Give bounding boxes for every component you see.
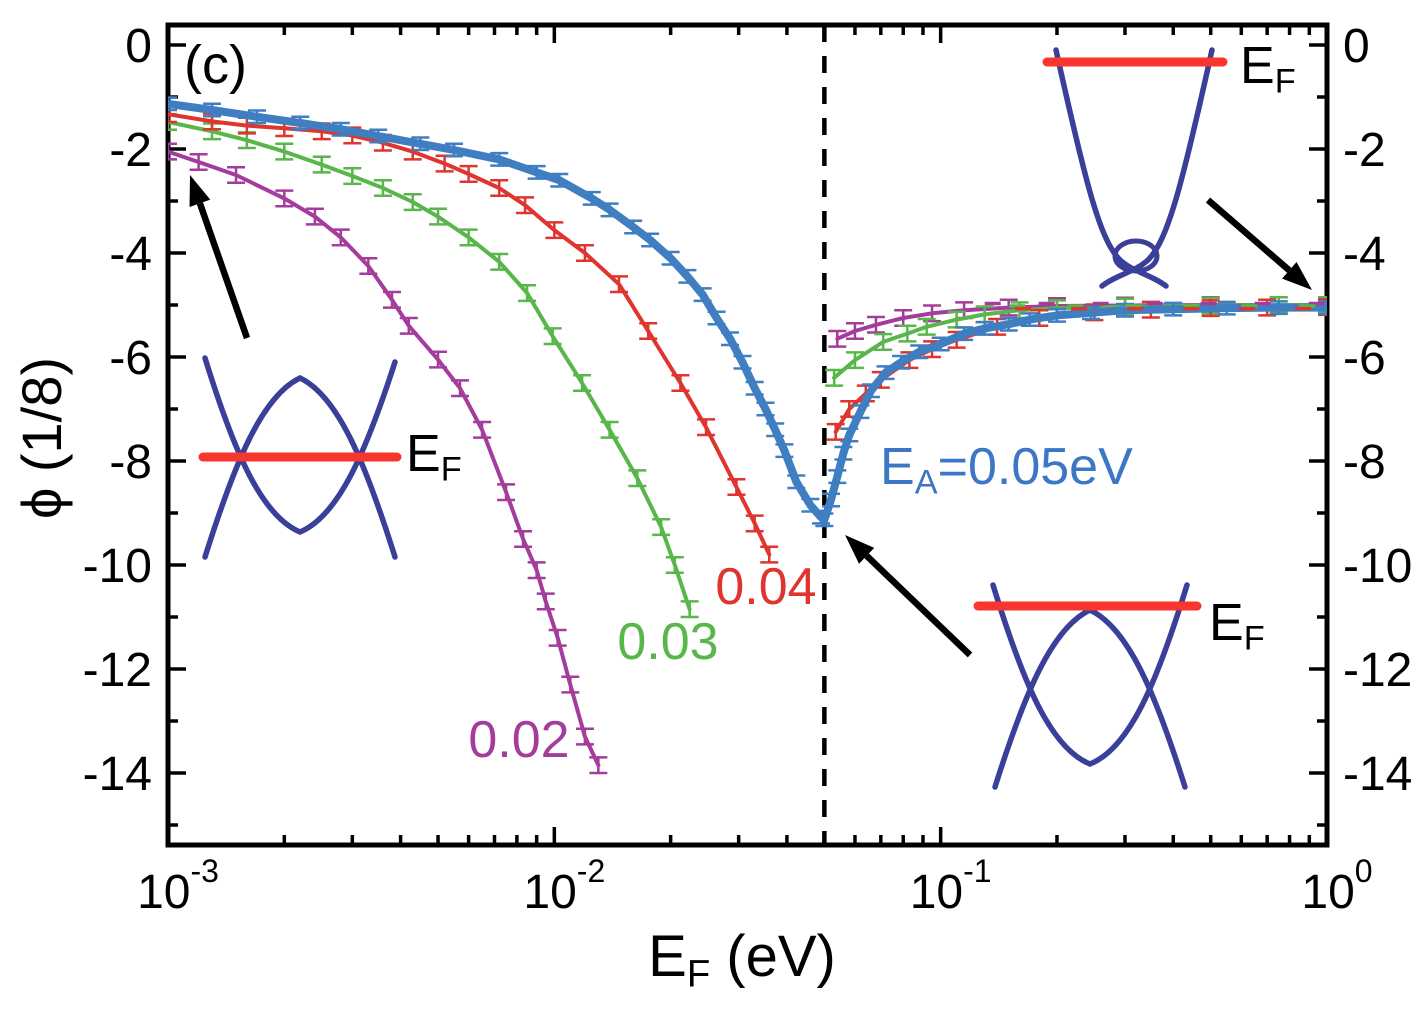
curve-path-EA=0.05eV bbox=[168, 99, 1327, 524]
y-tick-label-left: 0 bbox=[125, 20, 152, 73]
arrow-to-dip-minimum-head bbox=[845, 535, 875, 564]
inset-parabola-with-loop bbox=[1042, 47, 1228, 289]
y-tick-label-left: -12 bbox=[83, 644, 152, 697]
band-lower bbox=[990, 582, 1190, 767]
y-tick-label-left: -8 bbox=[109, 436, 152, 489]
error-bars-0.03 bbox=[168, 112, 699, 619]
curve-path-0.03 bbox=[168, 120, 692, 612]
band-lower bbox=[202, 355, 398, 535]
curves bbox=[168, 96, 1327, 775]
x-tick-label: 10-2 bbox=[523, 853, 605, 919]
band-upper bbox=[202, 374, 398, 560]
x-tick-label: 100 bbox=[1301, 853, 1372, 919]
error-bars-0.03 bbox=[825, 295, 1327, 387]
y-tick-label-right: 0 bbox=[1343, 20, 1370, 73]
curve-EA=0.05eV bbox=[168, 96, 1327, 528]
tick-labels: 0 0 -2 -2 -4 -4 -6 -6 -8 -8 -10 -10 -12 -12 -14 -14 10-3… bbox=[83, 20, 1413, 919]
inset-band-crossing-ef-at-nodes bbox=[198, 355, 402, 560]
curve-0.04 bbox=[168, 105, 1327, 564]
arrow-to-saturation-head bbox=[1282, 262, 1312, 290]
curve-path-0.02 bbox=[168, 149, 601, 768]
y-tick-label-right: -14 bbox=[1343, 748, 1412, 801]
band-arm-left bbox=[1053, 47, 1169, 289]
arrow-to-dip-minimum bbox=[845, 535, 973, 658]
x-tick-label: 10-1 bbox=[910, 853, 992, 919]
y-tick-label-left: -6 bbox=[109, 332, 152, 385]
y-tick-label-right: -12 bbox=[1343, 644, 1412, 697]
y-tick-label-right: -2 bbox=[1343, 124, 1386, 177]
arrow-to-saturation-shaft bbox=[1205, 197, 1292, 273]
y-tick-label-right: -6 bbox=[1343, 332, 1386, 385]
band-upper bbox=[992, 606, 1188, 790]
x-tick-label: 10-3 bbox=[137, 853, 219, 919]
plot-frame bbox=[165, 22, 1330, 848]
y-tick-label-right: -10 bbox=[1343, 540, 1412, 593]
y-tick-label-left: -14 bbox=[83, 748, 152, 801]
y-tick-label-right: -4 bbox=[1343, 228, 1386, 281]
y-tick-label-left: -10 bbox=[83, 540, 152, 593]
arrow-to-low-ef-region-head bbox=[189, 175, 211, 207]
inset-band-crossing-ef-at-top bbox=[973, 582, 1202, 790]
arrow-to-saturation bbox=[1205, 197, 1312, 290]
arrow-to-dip-minimum-shaft bbox=[864, 553, 973, 658]
axis-ticks bbox=[166, 25, 1329, 845]
y-tick-label-left: -2 bbox=[109, 124, 152, 177]
band-arm-right bbox=[1099, 47, 1215, 289]
arrow-to-low-ef-region-shaft bbox=[196, 202, 251, 340]
band-loop bbox=[1112, 238, 1160, 274]
arrow-to-low-ef-region bbox=[189, 175, 251, 340]
y-tick-label-left: -4 bbox=[109, 228, 152, 281]
y-tick-label-right: -8 bbox=[1343, 436, 1386, 489]
